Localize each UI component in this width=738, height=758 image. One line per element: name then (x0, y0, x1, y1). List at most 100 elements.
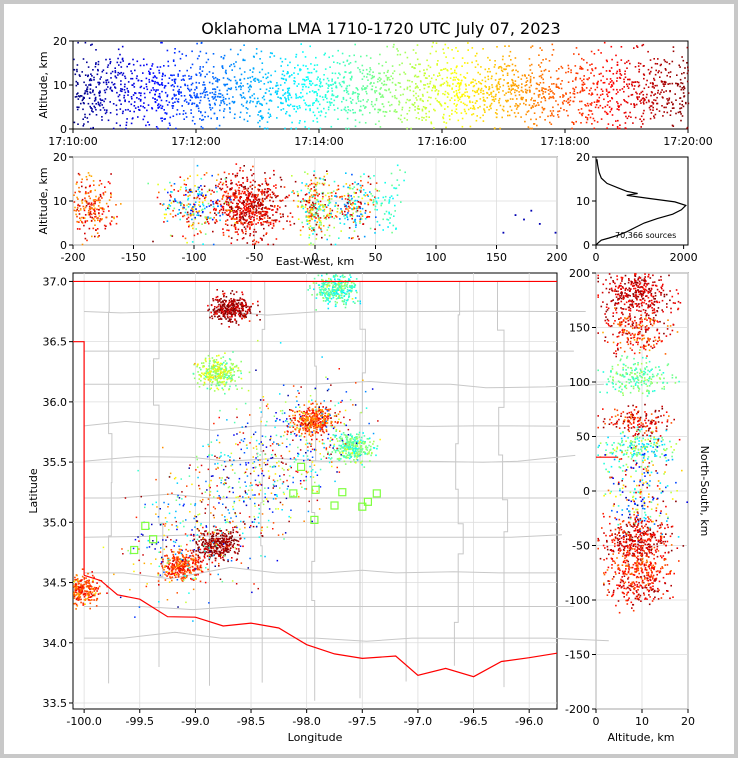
source-point (77, 41, 79, 44)
source-point (657, 71, 659, 74)
source-point (371, 85, 374, 87)
source-point (319, 103, 321, 106)
source-point (179, 201, 181, 203)
source-point (163, 213, 166, 216)
source-point (223, 102, 226, 105)
source-point (419, 98, 422, 100)
source-point (615, 54, 617, 57)
source-point (560, 87, 563, 90)
source-point (495, 109, 498, 111)
source-point (648, 72, 651, 74)
source-point (279, 57, 282, 60)
source-point (212, 76, 214, 78)
source-point (154, 101, 157, 103)
source-point (228, 326, 230, 328)
source-point (576, 92, 579, 94)
source-point (109, 86, 112, 89)
source-point (207, 549, 209, 551)
source-point (233, 193, 236, 196)
source-point (552, 106, 554, 109)
source-point (132, 63, 135, 66)
source-point (133, 110, 135, 113)
source-point (558, 110, 561, 112)
source-point (203, 81, 205, 84)
source-point (164, 217, 166, 219)
source-point (572, 92, 575, 95)
source-point (498, 99, 500, 102)
source-point (256, 195, 259, 197)
source-point (223, 292, 226, 295)
source-point (446, 69, 448, 71)
source-point (244, 315, 246, 317)
source-point (588, 77, 590, 79)
source-point (219, 305, 222, 308)
source-point (195, 208, 197, 210)
source-point (335, 96, 337, 98)
source-point (464, 77, 467, 79)
source-point (259, 125, 261, 128)
source-point (244, 219, 247, 222)
source-point (243, 305, 246, 307)
source-point (103, 89, 106, 92)
county-line (84, 493, 589, 499)
source-point (226, 203, 228, 206)
source-point (514, 91, 516, 94)
source-point (511, 78, 513, 81)
source-point (555, 100, 557, 102)
source-point (262, 234, 265, 237)
source-point (128, 62, 131, 65)
source-point (354, 43, 356, 46)
source-point (367, 203, 370, 206)
source-point (275, 90, 277, 92)
source-point (156, 196, 159, 199)
source-point (335, 195, 337, 198)
source-point (328, 216, 330, 219)
source-point (374, 188, 377, 190)
source-point (585, 105, 587, 107)
source-point (573, 93, 576, 95)
source-point (260, 222, 262, 224)
source-point (234, 228, 237, 230)
source-point (237, 53, 239, 56)
source-point (416, 85, 418, 87)
source-point (308, 212, 310, 215)
source-point (222, 206, 225, 208)
source-point (76, 196, 78, 199)
source-point (369, 83, 372, 85)
source-point (553, 93, 556, 95)
source-point (199, 215, 202, 217)
source-point (349, 97, 352, 99)
source-point (634, 104, 636, 107)
source-point (481, 79, 484, 82)
source-point (204, 199, 206, 201)
source-point (320, 111, 323, 113)
source-point (243, 212, 245, 214)
source-point (633, 88, 635, 90)
source-point (194, 216, 196, 219)
source-point (120, 103, 122, 105)
source-point (422, 106, 425, 108)
source-point (416, 58, 419, 61)
source-point (212, 299, 215, 302)
source-point (204, 216, 206, 218)
source-point (76, 64, 79, 66)
source-point (314, 183, 317, 186)
source-point (225, 195, 228, 198)
source-point (313, 64, 316, 67)
source-point (311, 82, 314, 85)
source-point (583, 78, 585, 81)
source-point (364, 87, 366, 89)
source-point (346, 111, 349, 114)
source-point (172, 216, 174, 218)
source-point (313, 213, 315, 216)
source-point (182, 206, 184, 209)
source-point (250, 216, 252, 219)
source-point (345, 214, 348, 217)
source-point (261, 218, 264, 221)
source-point (490, 107, 492, 110)
source-point (206, 541, 208, 544)
source-point (375, 99, 378, 102)
source-point (95, 215, 97, 218)
source-point (224, 306, 226, 309)
source-point (596, 93, 599, 96)
